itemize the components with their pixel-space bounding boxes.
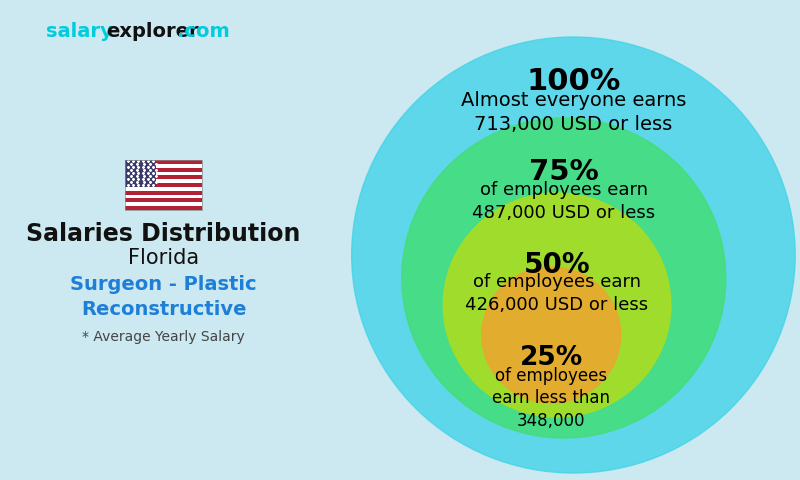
- FancyBboxPatch shape: [125, 198, 202, 202]
- FancyBboxPatch shape: [125, 168, 202, 171]
- Text: of employees
earn less than
348,000: of employees earn less than 348,000: [492, 367, 610, 431]
- Ellipse shape: [482, 267, 621, 403]
- Text: 25%: 25%: [520, 346, 583, 372]
- FancyBboxPatch shape: [125, 191, 202, 194]
- FancyBboxPatch shape: [125, 160, 202, 164]
- FancyBboxPatch shape: [125, 202, 202, 206]
- FancyBboxPatch shape: [125, 179, 202, 183]
- FancyBboxPatch shape: [125, 183, 202, 187]
- Text: .com: .com: [177, 22, 230, 41]
- Text: explorer: explorer: [106, 22, 198, 41]
- Text: Salaries Distribution: Salaries Distribution: [26, 222, 301, 246]
- FancyBboxPatch shape: [125, 194, 202, 198]
- FancyBboxPatch shape: [125, 164, 202, 168]
- Ellipse shape: [402, 118, 726, 438]
- Ellipse shape: [443, 193, 671, 417]
- Text: of employees earn
487,000 USD or less: of employees earn 487,000 USD or less: [472, 180, 655, 222]
- Text: Surgeon - Plastic
Reconstructive: Surgeon - Plastic Reconstructive: [70, 275, 257, 319]
- Text: 75%: 75%: [529, 158, 598, 186]
- Text: 100%: 100%: [526, 67, 621, 96]
- FancyBboxPatch shape: [125, 206, 202, 210]
- Text: Florida: Florida: [128, 248, 199, 268]
- FancyBboxPatch shape: [125, 187, 202, 191]
- Text: salary: salary: [46, 22, 113, 41]
- Ellipse shape: [352, 37, 795, 473]
- Text: Almost everyone earns
713,000 USD or less: Almost everyone earns 713,000 USD or les…: [461, 91, 686, 134]
- Text: 50%: 50%: [524, 251, 590, 279]
- FancyBboxPatch shape: [125, 175, 202, 179]
- Text: * Average Yearly Salary: * Average Yearly Salary: [82, 330, 245, 344]
- Text: of employees earn
426,000 USD or less: of employees earn 426,000 USD or less: [466, 273, 649, 314]
- FancyBboxPatch shape: [125, 160, 156, 187]
- FancyBboxPatch shape: [125, 171, 202, 175]
